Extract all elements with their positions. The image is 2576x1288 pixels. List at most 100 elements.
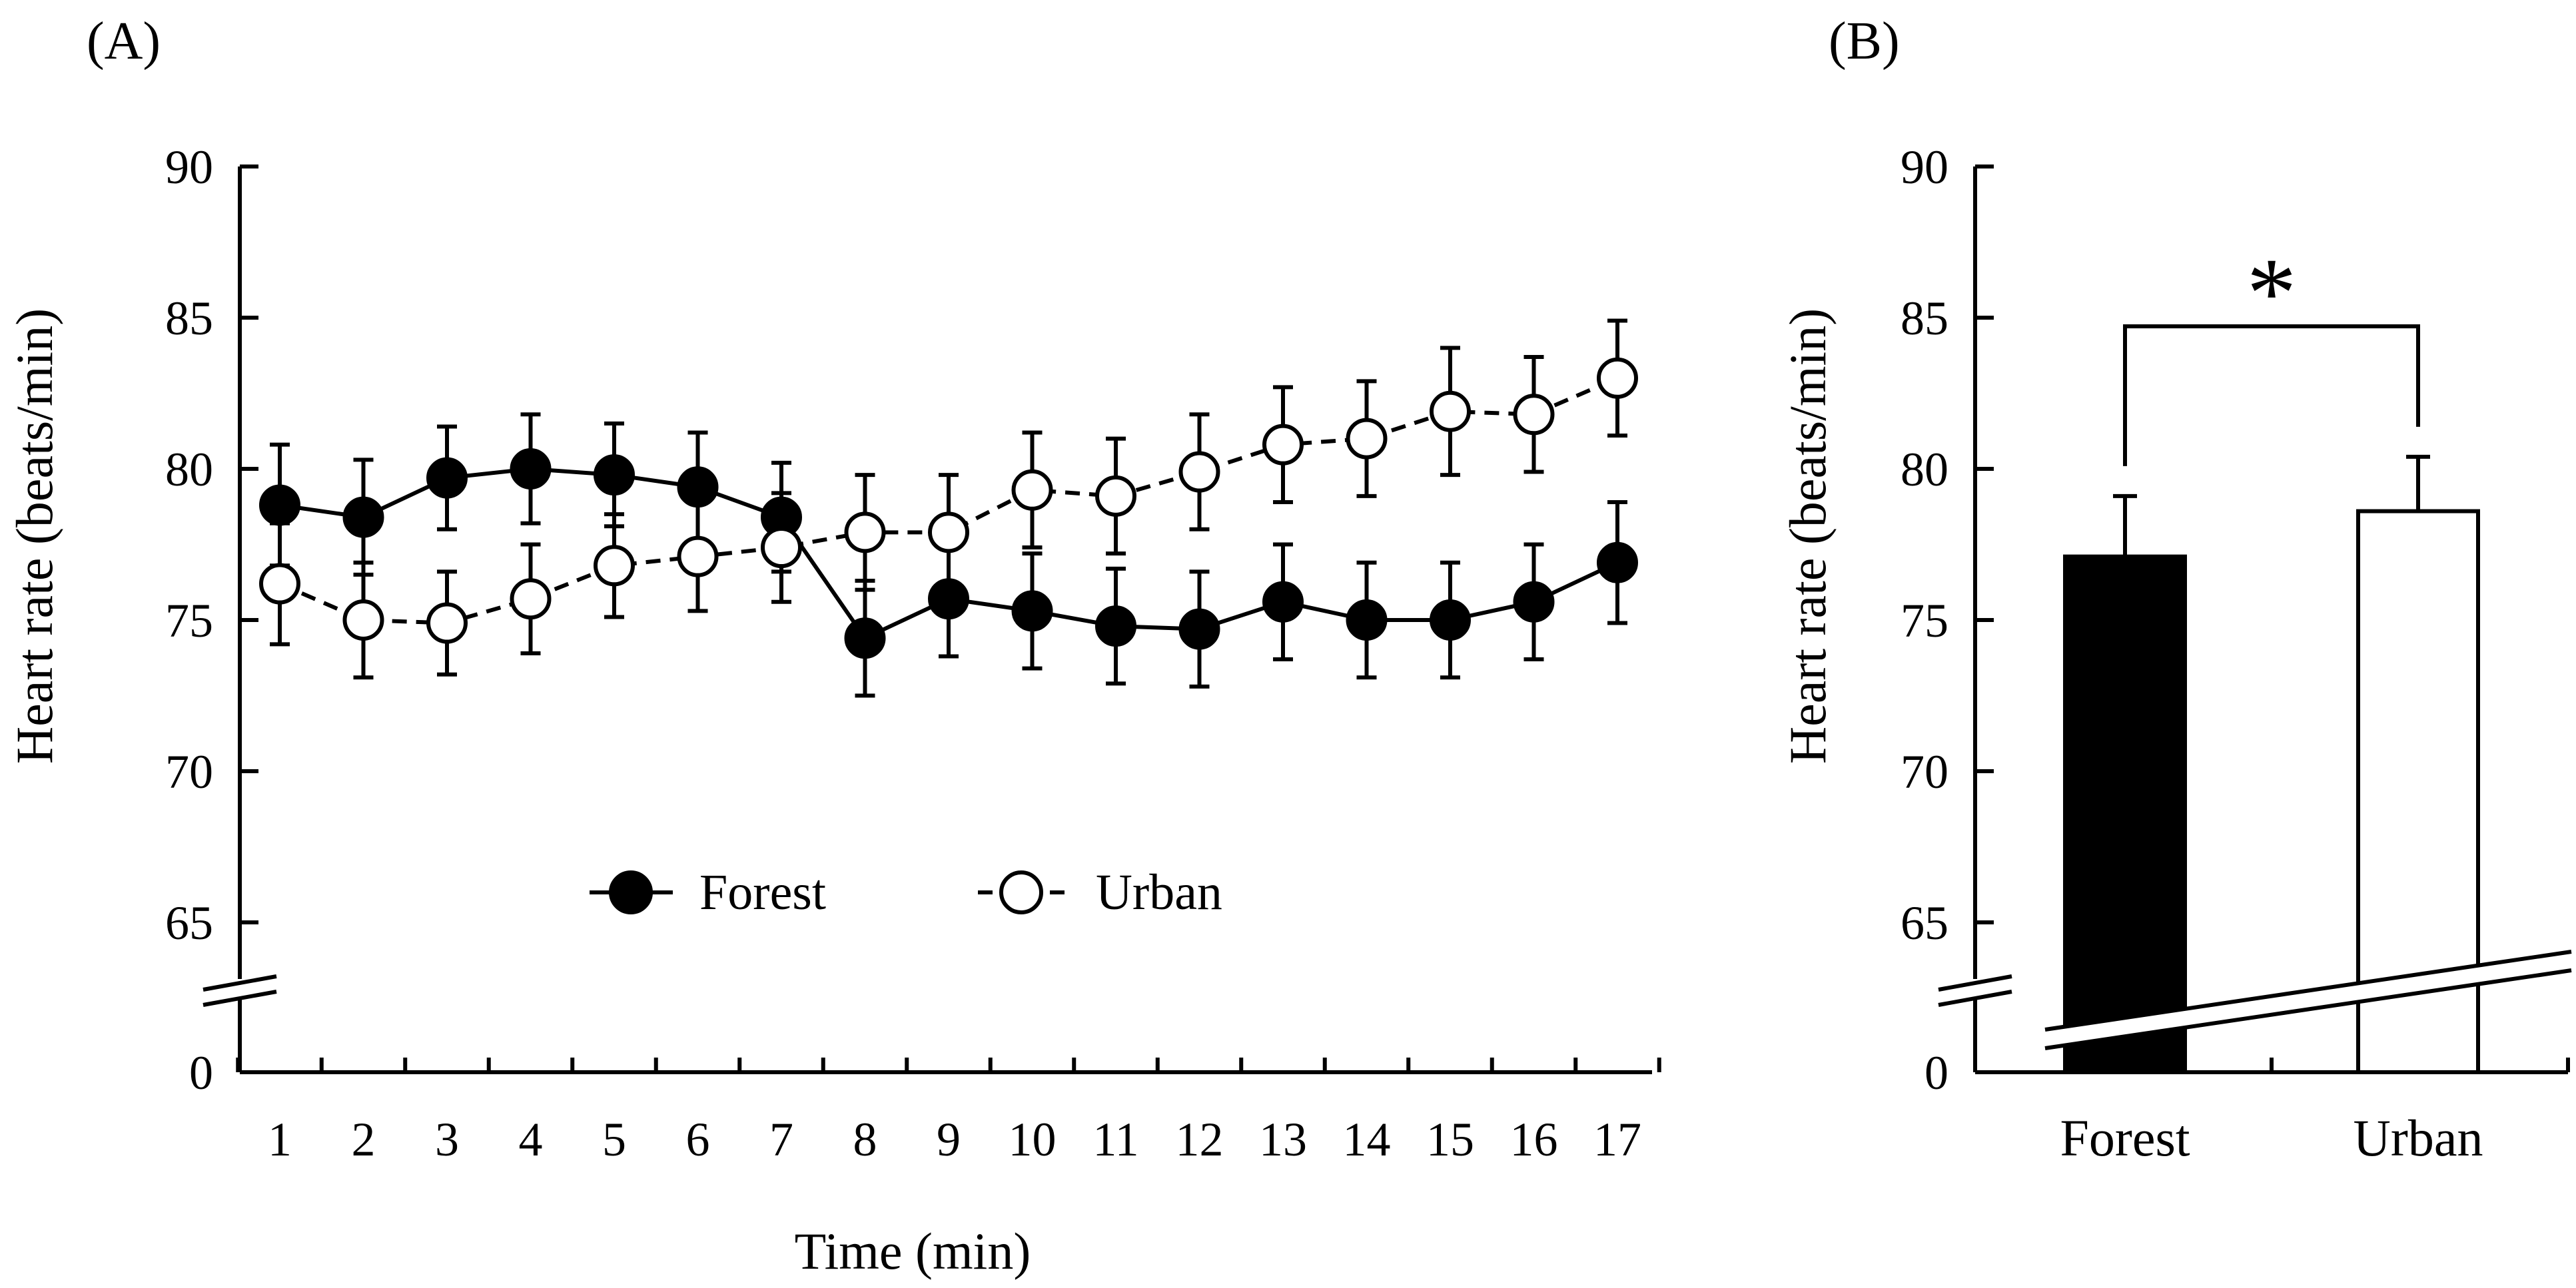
data-point-urban xyxy=(1513,394,1555,436)
panel-a-x-tick-label: 14 xyxy=(1343,1113,1391,1166)
data-point-forest xyxy=(844,617,886,659)
legend-forest-marker xyxy=(609,870,653,914)
panel-a-x-axis: 1 2 3 4 5 6 7 8 9 10 11 12 13 14 15 16 17 xyxy=(236,1058,1661,1166)
data-point-forest xyxy=(1430,599,1471,641)
panel-b-chart: (B) 90 85 80 75 70 65 0 Forest Urban * Heart ra… xyxy=(1779,12,2572,1167)
legend-forest-label: Forest xyxy=(699,864,826,920)
data-point-forest xyxy=(1513,581,1555,623)
panel-a-x-tick-label: 15 xyxy=(1426,1113,1474,1166)
data-point-forest xyxy=(1011,590,1053,632)
data-point-urban xyxy=(1597,357,1638,399)
panel-a-x-tick-label: 12 xyxy=(1176,1113,1224,1166)
data-point-forest xyxy=(1346,599,1388,641)
data-point-forest xyxy=(259,484,300,526)
panel-b-y-tick-label: 0 xyxy=(1925,1046,1948,1100)
panel-b-axis-break-mark-upper xyxy=(1938,974,2012,992)
data-point-urban xyxy=(1346,418,1388,460)
data-point-urban xyxy=(1095,475,1136,517)
panel-b-y-tick-label: 85 xyxy=(1901,292,1948,345)
data-point-forest xyxy=(677,466,719,508)
data-point-urban xyxy=(1011,469,1053,511)
panel-a-x-tick-label: 4 xyxy=(519,1113,543,1166)
panel-b-axis-break-mark-lower xyxy=(1938,990,2012,1007)
data-point-forest xyxy=(594,454,635,496)
panel-a-x-tick-label: 3 xyxy=(435,1113,459,1166)
panel-b-significance: * xyxy=(2123,238,2420,466)
panel-a-y-tick-label: 90 xyxy=(165,141,213,194)
data-point-urban xyxy=(426,602,468,644)
data-point-forest xyxy=(1597,541,1638,583)
data-point-urban xyxy=(259,563,300,605)
panel-a-x-tick-label: 11 xyxy=(1092,1113,1138,1166)
significance-asterisk: * xyxy=(2247,238,2297,348)
panel-b-y-tick-label: 70 xyxy=(1901,745,1948,799)
data-point-urban xyxy=(844,511,886,553)
data-point-urban xyxy=(510,578,552,620)
panel-a-axis-break-mark-lower xyxy=(203,990,277,1007)
panel-b-x-axis: Forest Urban xyxy=(1973,1058,2570,1167)
panel-a-x-tick-label: 5 xyxy=(602,1113,626,1166)
data-point-forest xyxy=(510,448,552,489)
panel-a-x-tick-label: 2 xyxy=(352,1113,376,1166)
significance-bracket xyxy=(2123,324,2420,466)
panel-a-error-bars xyxy=(270,318,1627,698)
data-point-urban xyxy=(1178,451,1220,493)
panel-a-x-tick-label: 17 xyxy=(1593,1113,1641,1166)
data-point-urban xyxy=(1262,424,1304,466)
panel-b-x-tick-label: Forest xyxy=(2060,1109,2190,1167)
panel-a-x-tick-label: 6 xyxy=(686,1113,710,1166)
data-point-forest xyxy=(342,496,384,538)
panel-a-y-tick-label: 85 xyxy=(165,292,213,345)
panel-a-x-tick-label: 7 xyxy=(769,1113,793,1166)
data-point-forest xyxy=(426,457,468,499)
panel-a-x-axis-title: Time (min) xyxy=(795,1222,1031,1280)
data-point-forest xyxy=(1178,608,1220,650)
panel-a-x-tick-label: 9 xyxy=(937,1113,961,1166)
bar-forest xyxy=(2063,554,2187,1074)
panel-a-y-tick-label: 75 xyxy=(165,594,213,647)
panel-b-y-tick-label: 65 xyxy=(1901,896,1948,950)
panel-a-x-tick-label: 1 xyxy=(268,1113,292,1166)
bar-break-band xyxy=(2048,952,2568,1048)
legend-item-urban: Urban xyxy=(978,864,1222,920)
panel-b-error-bars xyxy=(2113,454,2430,557)
panel-a-y-tick-label: 0 xyxy=(189,1046,213,1100)
panel-b-y-tick-label: 80 xyxy=(1901,443,1948,496)
panel-b-y-axis-title: Heart rate (beats/min) xyxy=(1779,308,1837,764)
panel-a-y-tick-label: 70 xyxy=(165,745,213,799)
data-point-urban xyxy=(677,535,719,577)
data-point-forest xyxy=(1095,605,1136,647)
series-line-urban xyxy=(278,376,1619,625)
panel-a-data-points xyxy=(259,357,1638,659)
panel-a-label: (A) xyxy=(87,12,161,71)
data-point-urban xyxy=(342,599,384,641)
panel-a-legend: Forest Urban xyxy=(590,864,1222,920)
legend-item-forest: Forest xyxy=(590,864,826,920)
panel-a-y-axis-title: Heart rate (beats/min) xyxy=(5,308,63,764)
panel-b-x-tick-label: Urban xyxy=(2354,1109,2483,1167)
data-point-urban xyxy=(1430,390,1471,432)
legend-urban-marker xyxy=(999,870,1043,914)
bar-break-line-lower xyxy=(2044,968,2572,1050)
data-point-urban xyxy=(594,545,635,587)
panel-a-x-tick-label: 13 xyxy=(1259,1113,1307,1166)
data-point-urban xyxy=(928,511,969,553)
panel-a-x-tick-label: 10 xyxy=(1009,1113,1057,1166)
panel-b-label: (B) xyxy=(1829,12,1900,71)
panel-a-axis-break-mark-upper xyxy=(203,974,277,992)
data-point-forest xyxy=(1262,581,1304,623)
panel-a-x-tick-label: 16 xyxy=(1510,1113,1558,1166)
legend-urban-label: Urban xyxy=(1096,864,1222,920)
panel-a-y-tick-label: 65 xyxy=(165,896,213,950)
bar-break-line-upper xyxy=(2044,950,2572,1032)
panel-b-y-tick-label: 90 xyxy=(1901,141,1948,194)
panel-b-y-tick-label: 75 xyxy=(1901,594,1948,647)
panel-a-x-tick-label: 8 xyxy=(853,1113,877,1166)
panel-b-y-axis: 90 85 80 75 70 65 0 xyxy=(1901,141,2012,1100)
panel-a-y-tick-label: 80 xyxy=(165,443,213,496)
data-point-urban xyxy=(761,527,802,569)
panel-b-bars xyxy=(2044,509,2572,1074)
data-point-forest xyxy=(928,578,969,620)
